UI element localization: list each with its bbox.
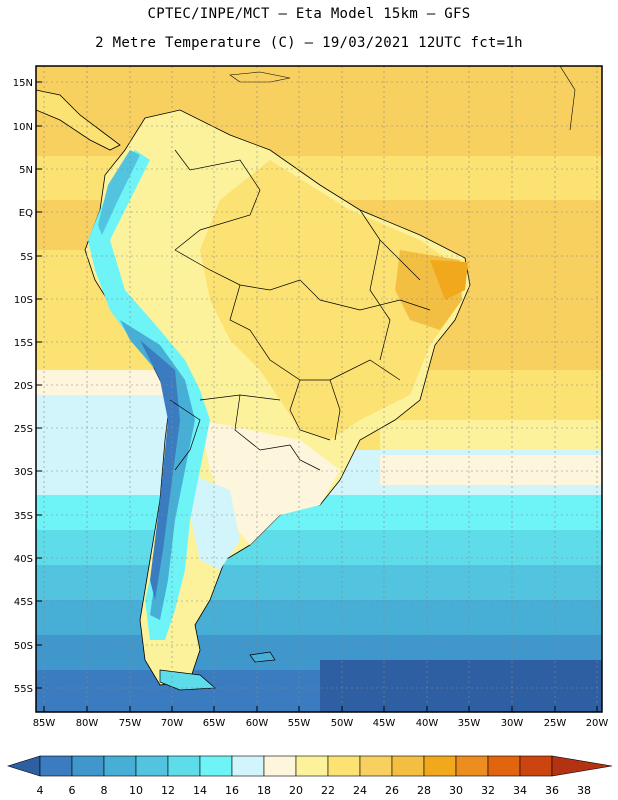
colorbar-label: 6 bbox=[69, 784, 76, 797]
lat-label: 15S bbox=[14, 338, 33, 349]
lon-label: 50W bbox=[331, 718, 354, 729]
colorbar-label: 4 bbox=[37, 784, 44, 797]
title-variable: 2 Metre Temperature (C) – 19/03/2021 12U… bbox=[95, 35, 523, 51]
colorbar-swatch bbox=[135, 755, 169, 777]
colorbar-label: 12 bbox=[161, 784, 175, 797]
colorbar-label: 28 bbox=[417, 784, 431, 797]
lon-label: 60W bbox=[246, 718, 269, 729]
lat-label: 45S bbox=[14, 597, 33, 608]
colorbar-label: 26 bbox=[385, 784, 399, 797]
lat-label: 40S bbox=[14, 554, 33, 565]
colorbar-label: 8 bbox=[101, 784, 108, 797]
colorbar: 4 6 8 10 12 14 16 18 20 22 24 26 28 30 32 34 36 38 bbox=[6, 755, 613, 797]
country-borders bbox=[169, 149, 431, 471]
lat-label: 25S bbox=[14, 424, 33, 435]
lon-label: 25W bbox=[544, 718, 567, 729]
lat-label: 5N bbox=[19, 165, 33, 176]
colorbar-swatch bbox=[71, 755, 105, 777]
lat-label: 10S bbox=[14, 295, 33, 306]
colorbar-swatch bbox=[423, 755, 457, 777]
lat-label: EQ bbox=[19, 208, 33, 219]
colorbar-swatch bbox=[359, 755, 393, 777]
colorbar-min-arrow bbox=[6, 755, 41, 777]
title-model: CPTEC/INPE/MCT – Eta Model 15km – GFS bbox=[147, 6, 471, 22]
lat-label: 15N bbox=[13, 78, 33, 89]
colorbar-label: 14 bbox=[193, 784, 207, 797]
lat-label: 5S bbox=[20, 252, 33, 263]
lon-label: 55W bbox=[288, 718, 311, 729]
lon-label: 80W bbox=[76, 718, 99, 729]
colorbar-max-arrow bbox=[551, 755, 613, 777]
map-frame bbox=[35, 65, 603, 713]
lat-label: 35S bbox=[14, 511, 33, 522]
graticule bbox=[36, 66, 602, 712]
colorbar-label: 24 bbox=[353, 784, 367, 797]
lon-label: 45W bbox=[373, 718, 396, 729]
colorbar-label: 10 bbox=[129, 784, 143, 797]
colorbar-label: 22 bbox=[321, 784, 335, 797]
temperature-field bbox=[36, 66, 602, 712]
colorbar-swatch bbox=[263, 755, 297, 777]
colorbar-swatch bbox=[199, 755, 233, 777]
colorbar-swatch bbox=[327, 755, 361, 777]
colorbar-swatch bbox=[231, 755, 265, 777]
lon-label: 35W bbox=[458, 718, 481, 729]
lon-label: 75W bbox=[119, 718, 142, 729]
colorbar-swatch bbox=[167, 755, 201, 777]
colorbar-swatch bbox=[455, 755, 489, 777]
colorbar-label: 38 bbox=[577, 784, 591, 797]
colorbar-swatch bbox=[487, 755, 521, 777]
lon-label: 20W bbox=[586, 718, 609, 729]
lat-label: 20S bbox=[14, 381, 33, 392]
colorbar-label: 18 bbox=[257, 784, 271, 797]
lon-label: 30W bbox=[501, 718, 524, 729]
colorbar-swatch bbox=[39, 755, 73, 777]
lon-label: 70W bbox=[161, 718, 184, 729]
colorbar-swatch bbox=[295, 755, 329, 777]
lat-label: 55S bbox=[14, 684, 33, 695]
colorbar-label: 34 bbox=[513, 784, 527, 797]
colorbar-swatch bbox=[519, 755, 553, 777]
colorbar-label: 20 bbox=[289, 784, 303, 797]
colorbar-label: 16 bbox=[225, 784, 239, 797]
lon-label: 85W bbox=[33, 718, 56, 729]
colorbar-label: 32 bbox=[481, 784, 495, 797]
colorbar-swatch bbox=[391, 755, 425, 777]
lat-label: 50S bbox=[14, 641, 33, 652]
colorbar-swatch bbox=[103, 755, 137, 777]
colorbar-label: 36 bbox=[545, 784, 559, 797]
lat-label: 10N bbox=[13, 122, 33, 133]
latitude-labels: 15N 10N 5N EQ 5S 10S 15S 20S 25S 30S 35S 40S 45S 50S 5… bbox=[13, 78, 42, 695]
lat-label: 30S bbox=[14, 467, 33, 478]
longitude-labels: 85W 80W 75W 70W 65W 60W 55W 50W 45W 40W 35W 30W 25W 2… bbox=[33, 706, 609, 729]
lon-label: 40W bbox=[416, 718, 439, 729]
colorbar-label: 30 bbox=[449, 784, 463, 797]
lon-label: 65W bbox=[203, 718, 226, 729]
